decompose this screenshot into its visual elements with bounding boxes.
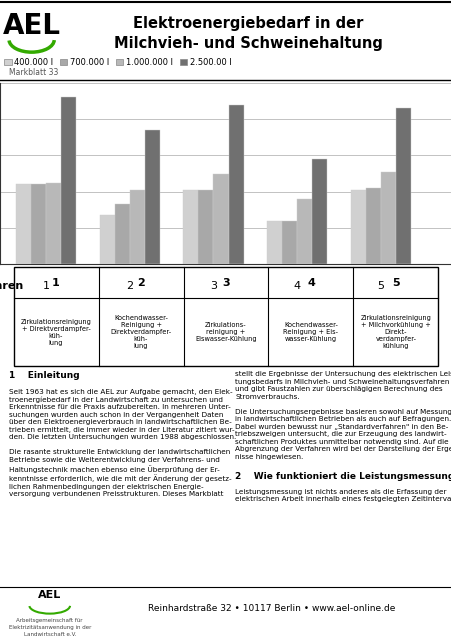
Text: 1: 1 (42, 280, 50, 291)
Text: Kochendwasser-
Reinigung + Eis-
wasser-Kühlung: Kochendwasser- Reinigung + Eis- wasser-K… (283, 322, 338, 342)
Text: AEL: AEL (3, 13, 60, 40)
Bar (395, 108, 410, 264)
Bar (350, 190, 365, 264)
Text: Landwirtschaft e.V.: Landwirtschaft e.V. (23, 632, 76, 637)
Text: 4: 4 (293, 280, 300, 291)
Bar (312, 159, 327, 264)
Text: stellt die Ergebnisse der Untersuchung des elektrischen Leis-
tungsbedarfs in Mi: stellt die Ergebnisse der Untersuchung d… (235, 371, 451, 460)
Bar (267, 221, 281, 264)
Text: 2: 2 (126, 280, 133, 291)
Bar (296, 199, 312, 264)
Text: 3: 3 (222, 278, 229, 287)
Text: Reinhardstraße 32 • 10117 Berlin • www.ael-online.de: Reinhardstraße 32 • 10117 Berlin • www.a… (147, 604, 394, 613)
Text: 1    Einleitung: 1 Einleitung (9, 371, 79, 381)
Text: AEL: AEL (38, 590, 61, 600)
Text: Leistungsmessung ist nichts anderes als die Erfassung der
elektrischen Arbeit in: Leistungsmessung ist nichts anderes als … (235, 489, 451, 502)
Bar (213, 173, 228, 264)
Bar (115, 204, 129, 264)
Legend: 400.000 l, 700.000 l, 1.000.000 l, 2.500.00 l: 400.000 l, 700.000 l, 1.000.000 l, 2.500… (4, 58, 231, 67)
Bar (380, 172, 395, 264)
Bar (99, 215, 115, 264)
Bar (228, 104, 243, 264)
Text: Elektrizitätsanwendung in der: Elektrizitätsanwendung in der (9, 625, 91, 630)
Text: Markblatt 33: Markblatt 33 (9, 68, 58, 77)
Text: 2: 2 (137, 278, 145, 287)
Text: 5: 5 (377, 280, 383, 291)
Text: 4: 4 (306, 278, 314, 287)
Bar (183, 190, 198, 264)
Bar (365, 188, 380, 264)
Bar (46, 182, 61, 264)
Bar (129, 190, 144, 264)
Text: Elektroenergiebedarf in der
Milchvieh- und Schweinehaltung: Elektroenergiebedarf in der Milchvieh- u… (114, 16, 382, 51)
Text: 3: 3 (209, 280, 216, 291)
Text: Arbeitsgemeinschaft für: Arbeitsgemeinschaft für (16, 618, 83, 623)
Text: Verfahren: Verfahren (0, 280, 24, 291)
Text: Zirkulationsreinigung
+ Milchvorkühlung +
Direkt-
verdampfer-
kühlung: Zirkulationsreinigung + Milchvorkühlung … (360, 315, 430, 349)
Bar (31, 184, 46, 264)
Bar (281, 221, 296, 264)
Text: 2    Wie funktioniert die Leistungsmessung: 2 Wie funktioniert die Leistungsmessung (235, 472, 451, 481)
Text: Zirkulations-
reinigung +
Eiswasser-Kühlung: Zirkulations- reinigung + Eiswasser-Kühl… (195, 322, 256, 342)
Bar (144, 130, 160, 264)
Text: Zirkulationsreinigung
+ Direktverdampfer-
küh-
lung: Zirkulationsreinigung + Direktverdampfer… (21, 319, 91, 346)
Text: 5: 5 (391, 278, 399, 287)
Bar (16, 184, 31, 264)
Text: 1: 1 (52, 278, 60, 287)
Bar (61, 97, 76, 264)
Bar (198, 190, 213, 264)
Text: Kochendwasser-
Reinigung +
Direktverdampfer-
küh-
lung: Kochendwasser- Reinigung + Direktverdamp… (110, 315, 171, 349)
Text: Seit 1963 hat es sich die AEL zur Aufgabe gemacht, den Elek-
troenergíebedarf in: Seit 1963 hat es sich die AEL zur Aufgab… (9, 388, 236, 497)
